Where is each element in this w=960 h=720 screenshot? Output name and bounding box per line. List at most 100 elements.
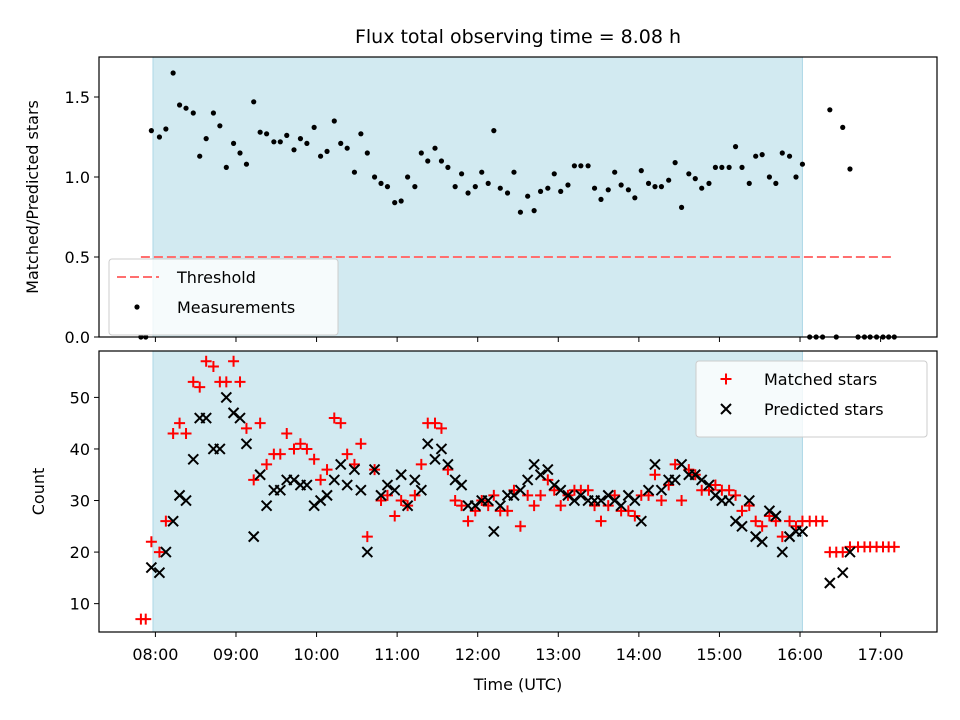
measurement-point	[317, 153, 324, 159]
matched-star-point	[254, 417, 266, 429]
legend-label: Matched stars	[764, 370, 877, 389]
x-tick-label: 14:00	[616, 645, 662, 664]
measurement-point	[699, 185, 705, 191]
measurement-point	[485, 180, 491, 186]
predicted-star-point	[669, 474, 681, 486]
measurement-point	[517, 209, 524, 215]
matched-star-point	[655, 495, 667, 507]
matched-star-point	[730, 489, 742, 501]
matched-star-point	[187, 376, 199, 388]
legend-box	[108, 258, 339, 336]
measurement-point	[558, 188, 564, 194]
measurement-point	[297, 136, 304, 142]
y-tick-label: 1.5	[65, 88, 90, 107]
ratio-legend: Threshold Measurements	[108, 258, 339, 336]
measurement-point	[210, 110, 217, 116]
predicted-star-point	[655, 484, 668, 496]
measurement-point	[638, 168, 644, 174]
measurement-point	[412, 184, 418, 190]
measurement-point	[163, 126, 169, 132]
matched-star-point	[429, 417, 441, 429]
measurement-point	[277, 139, 283, 145]
measurement-point	[746, 180, 752, 186]
measurement-point	[497, 185, 503, 191]
matched-star-point	[301, 443, 313, 455]
predicted-star-point	[301, 479, 313, 491]
matched-star-point	[542, 474, 554, 486]
x-tick-label: 09:00	[213, 645, 259, 664]
predicted-star-point	[368, 463, 381, 476]
y-tick-label: 10	[70, 595, 90, 614]
matched-star-point	[294, 438, 306, 450]
measurement-point	[351, 169, 358, 175]
matched-star-point	[160, 515, 172, 527]
predicted-star-point	[542, 463, 554, 476]
predicted-star-point	[824, 577, 836, 589]
matched-star-point	[502, 505, 514, 517]
predicted-star-point	[145, 561, 158, 574]
predicted-star-point	[415, 484, 428, 496]
measurement-point	[793, 174, 799, 180]
measurement-point	[311, 124, 317, 130]
predicted-star-point	[514, 484, 527, 496]
measurement-point	[148, 128, 154, 134]
predicted-star-point	[696, 474, 708, 486]
matched-star-point	[709, 479, 721, 491]
measurement-point	[779, 150, 785, 156]
measurement-point	[183, 105, 189, 111]
count-panel: 10 20 30 40 50 08:00 09:00 10:00 11:00 12:00 13:00…	[70, 350, 938, 664]
x-tick-label: 16:00	[777, 645, 823, 664]
predicted-star-point	[389, 484, 401, 496]
matched-star-point	[228, 355, 240, 367]
measurement-point	[591, 185, 598, 191]
matched-star-point	[522, 489, 534, 501]
measurement-point	[585, 163, 591, 169]
measurement-point	[217, 123, 223, 129]
matched-star-point	[248, 474, 260, 486]
predicted-star-point	[234, 412, 246, 424]
predicted-star-point	[595, 494, 607, 507]
measurement-point	[264, 131, 270, 137]
matched-star-point	[234, 376, 246, 388]
matched-star-point	[261, 458, 273, 470]
measurement-point	[732, 144, 739, 150]
measurement-point	[545, 185, 551, 191]
matched-star-point	[281, 427, 293, 439]
predicted-star-point	[736, 520, 748, 533]
matched-star-point	[469, 505, 481, 517]
measurement-point	[632, 195, 638, 201]
predicted-star-point	[488, 525, 500, 538]
predicted-star-point	[635, 515, 647, 527]
measurement-point	[666, 177, 672, 183]
predicted-star-point	[214, 443, 226, 455]
measurement-point	[304, 140, 310, 146]
predicted-star-point	[401, 499, 414, 512]
predicted-star-point	[260, 499, 273, 512]
predicted-star-point	[341, 479, 353, 491]
predicted-star-point	[756, 536, 768, 548]
predicted-star-point	[328, 474, 340, 486]
measurement-point	[753, 153, 759, 159]
predicted-star-point	[776, 546, 788, 558]
matched-star-point	[140, 613, 152, 625]
y-tick-label: 20	[70, 543, 90, 562]
predicted-star-point	[220, 391, 233, 404]
predicted-star-point	[743, 494, 755, 507]
measurement-point	[531, 208, 537, 214]
measurement-point	[358, 131, 364, 137]
matched-star-point	[341, 448, 353, 460]
matched-star-point	[174, 417, 186, 429]
matched-star-point	[328, 412, 340, 424]
matched-star-point	[776, 531, 788, 543]
matched-star-point	[548, 484, 560, 496]
y-tick-label: 40	[70, 440, 90, 459]
measurement-point	[371, 174, 378, 180]
matched-star-point	[595, 515, 607, 527]
predicted-star-point	[575, 489, 587, 502]
measurement-point	[331, 118, 337, 124]
measurement-point	[418, 150, 424, 156]
measurement-point	[243, 161, 250, 167]
matched-star-point	[703, 484, 715, 496]
measurement-point	[652, 184, 658, 190]
x-axis-label: Time (UTC)	[473, 675, 562, 694]
